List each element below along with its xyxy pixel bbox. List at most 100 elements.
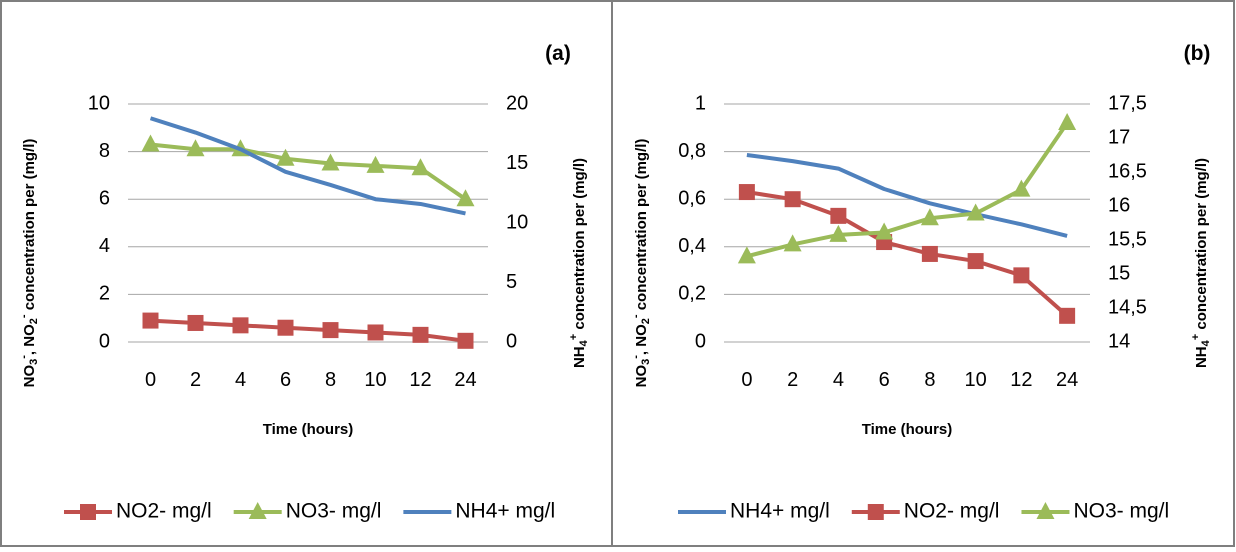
chart-a-y-left-axis-title: NO3-, NO2- concentration per (mg/l) (18, 139, 40, 388)
chart-a-series-0-marker (232, 317, 249, 334)
chart-a-legend-swatch-marker (80, 504, 96, 520)
chart-b-series-line-1 (746, 190, 1069, 318)
chart-a-panel-label: (a) (545, 42, 571, 65)
chart-b-svg: 0 0,2 0,4 0,6 0,8 1 14 14,5 15 15,5 16 16,5 17 17,5 0 2… (611, 0, 1235, 547)
chart-b-series-1-marker (1059, 307, 1076, 324)
chart-b-x-tick-label: 12 (1010, 369, 1032, 391)
chart-a-y-left-tick-label: 4 (99, 235, 110, 257)
panel-b-border (611, 0, 1235, 547)
chart-a-series-1-marker (456, 189, 475, 207)
chart-a-series-0-marker (322, 322, 339, 339)
chart-a-y-right-tick-label: 20 (506, 92, 528, 114)
chart-b-y-left-axis-title: NO3-, NO2- concentration per (mg/l) (630, 139, 652, 388)
chart-b-legend-label: NO3- mg/l (1073, 500, 1169, 523)
chart-a-y-right-axis-title: NH4+ concentration per (mg/l) (568, 158, 590, 368)
chart-a-legend-label: NO2- mg/l (116, 500, 212, 523)
chart-panel-a: 0 2 4 6 8 10 0 5 10 15 20 0 2 4 6 8 10 12 24 Time (hours) NO… (0, 0, 613, 547)
chart-b-legend-label: NH4+ mg/l (730, 500, 830, 523)
chart-panel-b: 0 0,2 0,4 0,6 0,8 1 14 14,5 15 15,5 16 16,5 17 17,5 0 2… (611, 0, 1236, 547)
chart-a-series-0-marker (367, 324, 384, 341)
chart-b-y-right-tick-label: 16 (1108, 194, 1130, 216)
chart-b-y-left-tick-label: 0,4 (678, 235, 706, 257)
chart-b-y-right-tick-label: 16,5 (1108, 160, 1147, 182)
chart-a-x-tick-label: 24 (454, 369, 476, 391)
chart-a-series-line-2 (149, 116, 466, 216)
chart-b-legend-swatch-marker (867, 504, 884, 520)
chart-a-x-axis-title: Time (hours) (263, 421, 354, 438)
chart-b-series-1-marker (784, 191, 801, 208)
chart-b-series-2-marker (966, 203, 985, 221)
chart-b-series-2-marker (1058, 113, 1077, 131)
chart-a-series-1-marker (186, 139, 205, 157)
chart-b-series-1-marker (738, 184, 755, 201)
chart-b-legend-swatch-marker (1036, 502, 1055, 519)
chart-b-y-right-tick-label: 14 (1108, 330, 1130, 352)
chart-a-series-1-marker (276, 148, 295, 166)
chart-a-x-tick-label: 12 (409, 369, 431, 391)
chart-b-x-tick-label: 0 (741, 369, 752, 391)
chart-a-series-0-marker (277, 319, 294, 336)
chart-a-x-tick-label: 6 (280, 369, 291, 391)
chart-b-series-2-marker (875, 222, 894, 240)
panel-a-border (0, 0, 613, 547)
chart-b-y-right-tick-label: 15,5 (1108, 228, 1147, 250)
chart-b-series-2-marker (920, 208, 939, 226)
chart-b-series-line-0 (746, 153, 1068, 238)
chart-b-y-right-tick-label: 17 (1108, 126, 1130, 148)
chart-a-legend-swatch-marker (248, 502, 267, 519)
chart-b-y-right-axis-title: NH4+ concentration per (mg/l) (1190, 158, 1212, 368)
chart-b-panel-label: (b) (1184, 42, 1211, 65)
chart-b-x-tick-label: 6 (879, 369, 890, 391)
chart-a-y-left-tick-label: 8 (99, 140, 110, 162)
chart-a-x-tick-label: 0 (145, 369, 156, 391)
chart-b-series-2-marker (829, 224, 848, 242)
chart-b-x-axis-title: Time (hours) (862, 421, 953, 438)
chart-b-y-left-tick-label: 0,6 (678, 187, 706, 209)
chart-b-x-tick-label: 8 (924, 369, 935, 391)
chart-a-y-right-tick-label: 15 (506, 152, 528, 174)
chart-a-series-1-marker (366, 155, 385, 173)
chart-a-series-1-marker (411, 158, 430, 176)
chart-a-series-1-marker (321, 153, 340, 171)
chart-b-y-left-tick-label: 0 (695, 330, 706, 352)
chart-a-y-left-tick-label: 2 (99, 283, 110, 305)
chart-b-x-tick-label: 10 (965, 369, 987, 391)
chart-a-y-right-tick-label: 0 (506, 330, 517, 352)
chart-a-y-left-tick-label: 6 (99, 187, 110, 209)
chart-b-y-right-tick-label: 15 (1108, 262, 1130, 284)
chart-b-series-line-2 (746, 121, 1069, 259)
chart-b-series-2-marker (1012, 179, 1031, 197)
chart-a-x-tick-label: 8 (325, 369, 336, 391)
chart-a-y-left-tick-label: 0 (99, 330, 110, 352)
chart-a-series-1-marker (141, 134, 160, 152)
chart-a-legend-label: NO3- mg/l (286, 500, 382, 523)
chart-b-y-right-tick-label: 17,5 (1108, 92, 1147, 114)
chart-b-x-tick-label: 24 (1056, 369, 1078, 391)
chart-a-y-right-tick-label: 10 (506, 211, 528, 233)
chart-a-series-0-marker (142, 312, 159, 329)
chart-b-series-2-marker (783, 234, 802, 252)
chart-a-y-left-tick-label: 10 (88, 92, 110, 114)
chart-a-series-line-1 (150, 142, 467, 201)
chart-a-x-tick-label: 2 (190, 369, 201, 391)
chart-b-series-1-marker (830, 207, 847, 224)
chart-a-series-0-marker (457, 332, 474, 349)
chart-b-series-1-marker (921, 245, 938, 262)
chart-b-y-left-tick-label: 0,8 (678, 140, 706, 162)
chart-b-y-left-tick-label: 1 (695, 92, 706, 114)
chart-a-series-0-marker (412, 326, 429, 343)
chart-a-x-tick-label: 4 (235, 369, 246, 391)
chart-a-x-tick-label: 10 (364, 369, 386, 391)
chart-b-y-right-tick-label: 14,5 (1108, 296, 1147, 318)
chart-b-series-1-marker (1013, 267, 1030, 284)
chart-b-series-1-marker (967, 253, 984, 270)
chart-b-x-tick-label: 2 (787, 369, 798, 391)
chart-a-legend-label: NH4+ mg/l (455, 500, 555, 523)
chart-b-y-left-tick-label: 0,2 (678, 283, 706, 305)
chart-a-series-0-marker (187, 314, 204, 331)
chart-b-legend-label: NO2- mg/l (904, 500, 1000, 523)
chart-b-series-2-marker (737, 246, 756, 264)
chart-a-y-right-tick-label: 5 (506, 271, 517, 293)
